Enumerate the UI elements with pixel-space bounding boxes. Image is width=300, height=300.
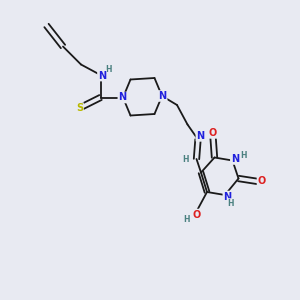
- Text: H: H: [184, 215, 190, 224]
- Text: H: H: [106, 65, 112, 74]
- Text: O: O: [209, 128, 217, 138]
- Text: H: H: [241, 151, 247, 160]
- Text: N: N: [231, 154, 239, 164]
- Text: H: H: [182, 154, 188, 164]
- Text: N: N: [98, 70, 106, 81]
- Text: N: N: [196, 131, 205, 141]
- Text: H: H: [228, 199, 234, 208]
- Text: N: N: [118, 92, 127, 103]
- Text: N: N: [158, 91, 167, 101]
- Text: O: O: [192, 209, 201, 220]
- Text: S: S: [76, 103, 83, 113]
- Text: O: O: [257, 176, 266, 187]
- Text: N: N: [223, 191, 232, 202]
